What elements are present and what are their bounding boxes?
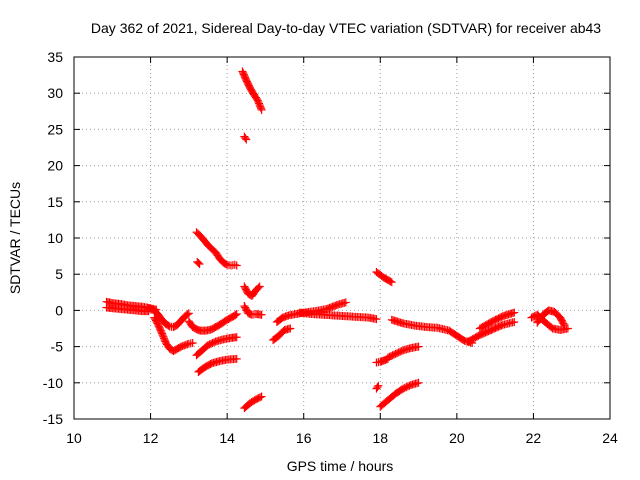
data-point: [194, 258, 203, 267]
data-point: [232, 310, 241, 319]
y-tick-label: 0: [55, 302, 63, 318]
series-track-b: [102, 303, 153, 316]
grid-layer: [74, 57, 610, 419]
data-point: [386, 277, 395, 286]
y-tick-label: -5: [51, 339, 64, 355]
data-point: [230, 260, 239, 269]
data-point: [414, 378, 423, 387]
data-point: [183, 310, 192, 319]
data-point: [510, 317, 519, 326]
series-track-n: [240, 392, 266, 413]
data-point: [195, 260, 204, 269]
series-track-m: [240, 302, 266, 319]
x-tick-label: 20: [449, 430, 465, 446]
data-point: [188, 338, 197, 347]
y-tick-label: -15: [43, 411, 63, 427]
y-tick-label: 10: [47, 230, 63, 246]
series-track-k: [238, 67, 266, 114]
data-point: [414, 342, 423, 351]
data-point: [286, 324, 295, 333]
data-point: [232, 333, 241, 342]
series-track-x: [464, 317, 519, 346]
series-track-l: [240, 282, 264, 300]
data-point: [256, 104, 265, 113]
series-track-r: [372, 268, 396, 287]
series-track-j: [240, 132, 251, 144]
data-point: [232, 261, 241, 270]
series-track-h: [192, 228, 241, 270]
series-track-u: [372, 381, 383, 393]
data-point: [232, 354, 241, 363]
data-point: [184, 309, 193, 318]
series-track-i: [193, 257, 204, 269]
x-tick-label: 12: [143, 430, 159, 446]
data-point: [559, 319, 568, 328]
series-track-f: [192, 333, 241, 360]
data-point: [563, 324, 572, 333]
data-point: [257, 392, 266, 401]
y-tick-label: 5: [55, 266, 63, 282]
data-point: [255, 282, 264, 291]
data-point: [254, 283, 263, 292]
y-tick-label: 25: [47, 121, 63, 137]
data-layer: [102, 67, 572, 413]
data-point: [231, 310, 240, 319]
tick-layer: 10 12 14 16 18 20 22 24 -15 -10 -5 0 5 10 15 20 25 30 35: [43, 49, 618, 446]
y-tick-label: 30: [47, 85, 63, 101]
x-tick-label: 22: [526, 430, 542, 446]
y-tick-label: -10: [43, 375, 63, 391]
series-track-q: [295, 308, 381, 324]
data-point: [372, 315, 381, 324]
series-track-v: [376, 378, 423, 411]
y-tick-label: 35: [47, 49, 63, 65]
data-point: [241, 134, 250, 143]
series-track-g: [194, 354, 241, 376]
x-tick-label: 10: [66, 430, 82, 446]
data-point: [230, 311, 239, 320]
y-axis-label: SDTVAR / TECUs: [7, 182, 23, 294]
series-track-t: [383, 342, 423, 362]
x-axis-label: GPS time / hours: [287, 458, 394, 474]
data-point: [560, 320, 569, 329]
data-point: [256, 393, 265, 402]
x-tick-label: 14: [219, 430, 235, 446]
series-track-e: [184, 310, 241, 335]
data-point: [242, 135, 251, 144]
series-track-o: [269, 324, 295, 345]
data-point: [510, 308, 519, 317]
series-track-y: [475, 308, 519, 333]
data-point: [373, 383, 382, 392]
x-tick-label: 18: [372, 430, 388, 446]
series-track-w: [387, 315, 477, 347]
x-tick-label: 16: [296, 430, 312, 446]
data-point: [374, 381, 383, 390]
data-point: [257, 105, 266, 114]
series-track-c: [144, 304, 193, 332]
data-point: [341, 298, 350, 307]
data-point: [387, 278, 396, 287]
data-point: [257, 310, 266, 319]
y-tick-label: 20: [47, 158, 63, 174]
series-track-d: [150, 313, 197, 355]
series-track-aa: [533, 306, 569, 329]
y-tick-label: 15: [47, 194, 63, 210]
chart-title: Day 362 of 2021, Sidereal Day-to-day VTE…: [91, 20, 601, 36]
x-tick-label: 24: [602, 430, 618, 446]
